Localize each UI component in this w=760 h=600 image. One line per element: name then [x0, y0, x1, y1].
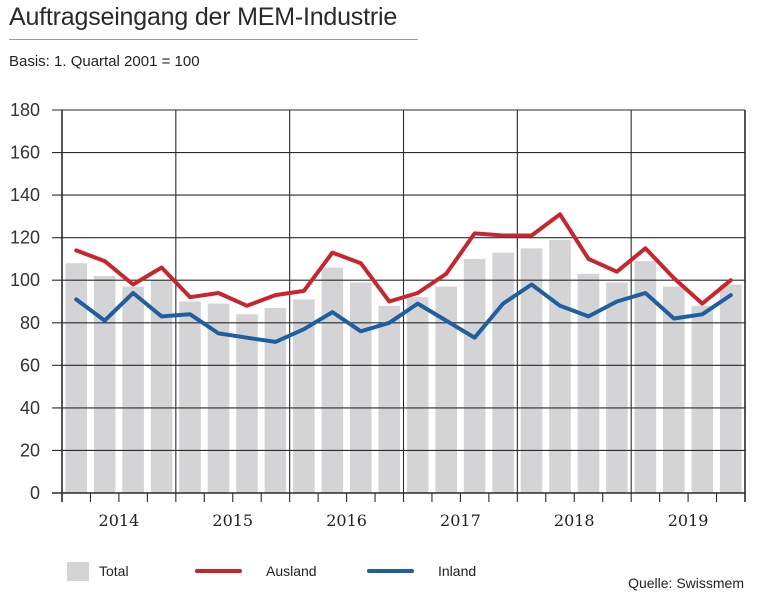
bar-total	[350, 282, 372, 493]
bar-total	[122, 286, 144, 493]
x-axis-labels: 2014 2015 2016 2017 2018 2019	[99, 511, 709, 530]
line-ausland	[74, 212, 733, 308]
x-tick-label: 2018	[554, 511, 595, 530]
bar-total	[606, 282, 628, 493]
y-tick-label: 100	[10, 270, 40, 290]
x-tick-label: 2019	[668, 511, 709, 530]
bar-total	[264, 307, 287, 493]
y-tick-label: 120	[10, 228, 40, 248]
chart-title: Auftragseingang der MEM-Industrie	[9, 3, 398, 31]
x-tick-label: 2014	[99, 511, 140, 530]
axes	[61, 110, 746, 502]
x-tick-label: 2016	[326, 511, 367, 530]
gridlines	[52, 109, 745, 494]
bar-total	[406, 297, 429, 493]
legend-inland: Inland	[367, 560, 476, 582]
x-tick-label: 2017	[440, 511, 481, 530]
bar-total	[65, 263, 87, 493]
line-inland	[74, 282, 733, 344]
bar-total	[463, 258, 486, 493]
legend-swatch-total	[67, 561, 89, 581]
chart-subtitle: Basis: 1. Quartal 2001 = 100	[9, 53, 200, 70]
y-axis-labels: 0 20 40 60 80 100 120 140 160 180	[10, 100, 40, 503]
y-tick-label: 160	[10, 143, 40, 163]
bar-total	[321, 267, 344, 493]
legend-label-inland: Inland	[438, 563, 477, 579]
legend-ausland: Ausland	[195, 560, 317, 582]
y-tick-label: 20	[20, 440, 40, 460]
bar-total	[549, 239, 571, 493]
bar-total	[236, 314, 258, 493]
legend-total: Total	[67, 560, 129, 582]
bar-total	[720, 284, 742, 493]
series-lines	[74, 212, 733, 344]
bar-total	[93, 276, 116, 493]
bar-total	[691, 305, 714, 493]
y-tick-label: 140	[10, 185, 40, 205]
bar-total	[150, 280, 173, 493]
y-tick-label: 40	[20, 398, 40, 418]
y-tick-label: 60	[20, 355, 40, 375]
y-tick-label: 0	[30, 483, 40, 503]
bar-total	[207, 303, 230, 493]
bar-total	[293, 299, 315, 493]
legend-swatch-inland	[367, 569, 414, 573]
y-tick-label: 80	[20, 313, 40, 333]
bar-total	[492, 252, 514, 493]
legend-label-total: Total	[99, 563, 129, 579]
bar-total	[663, 286, 685, 493]
bar-total	[179, 301, 201, 493]
legend-label-ausland: Ausland	[266, 563, 317, 579]
bar-total	[378, 305, 401, 493]
bar-total	[435, 286, 457, 493]
bar-total	[577, 273, 600, 493]
bar-total	[520, 248, 543, 493]
bar-total	[634, 261, 657, 493]
title-divider	[9, 39, 418, 40]
source-note: Quelle: Swissmem	[628, 575, 744, 591]
y-tick-label: 180	[10, 100, 40, 120]
bars-total	[65, 239, 742, 493]
x-tick-label: 2015	[212, 511, 253, 530]
legend-swatch-ausland	[195, 569, 242, 573]
